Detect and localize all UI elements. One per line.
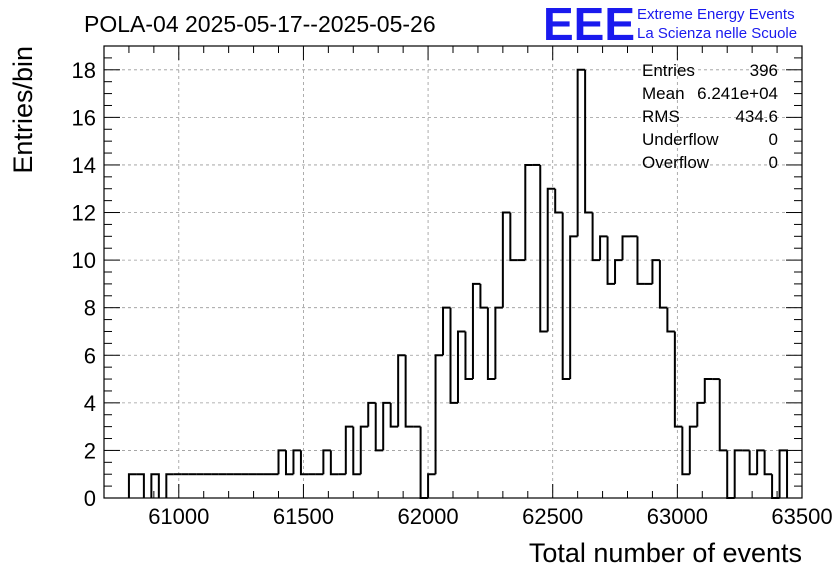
x-axis-label: Total number of events (529, 538, 802, 568)
histogram-bin (389, 402, 399, 428)
histogram-bin (442, 306, 451, 356)
histogram-bin (344, 425, 354, 475)
y-tick-label: 10 (72, 248, 96, 273)
tick-labels: 61000 61500 62000 62500 63000 63500 0 2 4 6 8 10 12 1… (72, 58, 833, 529)
histogram-bin (277, 449, 286, 475)
histogram-bin (733, 449, 743, 498)
histogram-bin (150, 473, 160, 498)
histogram-bin (561, 212, 571, 381)
x-tick-label: 63000 (647, 504, 708, 529)
axis-ticks (103, 45, 803, 499)
histogram-bin (681, 426, 690, 476)
x-tick-label: 62500 (522, 504, 583, 529)
y-tick-label: 12 (72, 201, 96, 226)
stats-value: 434.6 (735, 107, 778, 126)
histogram-bin (367, 401, 376, 427)
histogram-bin (748, 450, 758, 476)
histogram-bin (165, 473, 174, 498)
y-tick-label: 6 (84, 343, 96, 368)
y-tick-label: 16 (72, 105, 96, 130)
stats-label: Mean (642, 84, 685, 103)
histogram-bars (127, 68, 789, 499)
histogram-bin (299, 450, 309, 476)
histogram-bin (651, 259, 660, 284)
histogram-bin (479, 283, 488, 309)
logo-line-1: Extreme Energy Events (637, 6, 795, 23)
histogram-bin (718, 379, 728, 452)
histogram-bin (576, 68, 586, 237)
histogram-bin (621, 235, 630, 261)
histogram-bin (673, 331, 683, 428)
stats-label: Underflow (642, 130, 719, 149)
histogram-bin (703, 378, 713, 403)
histogram-bin (509, 212, 518, 262)
histogram-bin (352, 426, 361, 476)
histogram-bin (292, 449, 301, 475)
y-tick-label: 18 (72, 58, 96, 83)
x-tick-label: 61000 (148, 504, 209, 529)
histogram-bin (494, 306, 503, 380)
histogram-bin (382, 401, 391, 451)
histogram-bin (449, 307, 458, 404)
histogram-bin (322, 449, 331, 475)
histogram-bin (329, 450, 339, 476)
histogram-bin (599, 235, 608, 261)
histogram-bin (434, 354, 444, 475)
stats-label: Overflow (642, 153, 710, 172)
logo-mark: EEE (543, 0, 635, 50)
y-tick-label: 14 (72, 153, 96, 178)
histogram-bin (569, 235, 578, 380)
histogram-bin (636, 236, 645, 285)
stats-value: 6.241e+04 (697, 84, 778, 103)
histogram-bin (471, 282, 481, 380)
histogram-bin (486, 307, 496, 381)
stats-value: 0 (769, 153, 778, 172)
histogram-bin (136, 473, 145, 498)
stats-box: Entries 396 Mean 6.241e+04 RMS 434.6 Underflow… (642, 61, 778, 172)
histogram-bin (404, 355, 414, 428)
histogram-bin (666, 307, 675, 333)
stats-label: RMS (642, 107, 680, 126)
histogram-bin (539, 164, 548, 333)
x-tick-label: 61500 (273, 504, 334, 529)
histogram-bin (501, 211, 511, 308)
y-tick-label: 0 (84, 486, 96, 511)
histogram-bin (584, 69, 593, 214)
histogram-bin (546, 187, 556, 332)
histogram-bin (606, 236, 616, 285)
histogram-bin (464, 331, 473, 381)
logo-line-2: La Scienza nelle Scuole (637, 25, 797, 42)
x-tick-label: 63500 (771, 504, 832, 529)
histogram-bin (554, 188, 563, 214)
histogram-bin (688, 425, 698, 475)
histogram-bin (756, 449, 765, 475)
histogram-bin (359, 425, 369, 475)
y-axis-label: Entries/bin (8, 46, 38, 174)
stats-value: 396 (750, 61, 778, 80)
histogram-bin (127, 473, 137, 498)
y-tick-label: 2 (84, 438, 96, 463)
histogram-bin (397, 354, 406, 427)
histogram-bin (696, 401, 705, 427)
x-tick-label: 62000 (397, 504, 458, 529)
histogram-bin (614, 259, 623, 284)
stats-label: Entries (642, 61, 695, 80)
eee-logo: EEE Extreme Energy Events La Scienza nel… (543, 0, 797, 50)
histogram-bin (658, 260, 668, 309)
stats-value: 0 (769, 130, 778, 149)
histogram-bin (591, 212, 601, 262)
y-tick-label: 8 (84, 296, 96, 321)
histogram-bin (778, 449, 789, 498)
histogram-bin (763, 450, 773, 476)
histogram-bin (524, 163, 533, 261)
chart-title: POLA-04 2025-05-17--2025-05-26 (84, 11, 436, 37)
y-tick-label: 4 (84, 391, 96, 416)
histogram-bin (284, 450, 294, 476)
histogram-bin (456, 330, 466, 403)
histogram-bin (374, 402, 384, 452)
